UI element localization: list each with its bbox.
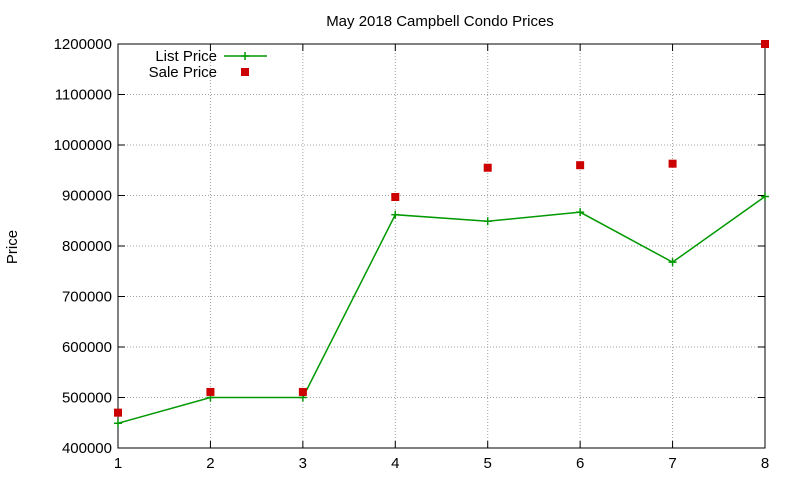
x-tick-label: 2 (206, 455, 214, 472)
y-tick-label: 1100000 (55, 87, 112, 104)
data-point (483, 163, 492, 172)
data-point (298, 387, 307, 396)
data-point (576, 208, 585, 217)
data-point (206, 387, 215, 396)
data-point (668, 258, 677, 267)
legend-label: Sale Price (149, 64, 217, 81)
series-layer (114, 40, 769, 428)
y-tick-label: 700000 (62, 289, 112, 306)
data-point (761, 192, 769, 201)
chart-title: May 2018 Campbell Condo Prices (326, 13, 554, 30)
legend-item: List Price (155, 48, 267, 65)
data-point (114, 419, 122, 428)
data-point (391, 210, 400, 219)
legend-marker (241, 52, 249, 60)
y-tick-label: 1200000 (54, 36, 112, 53)
y-axis-label: Price (4, 230, 21, 264)
axis-ticks: 1 2 3 4 5 6 7 8 400000 500000 600000 700000 800000 90… (54, 36, 770, 472)
data-point (114, 408, 122, 417)
y-tick-label: 800000 (62, 238, 112, 255)
y-tick-label: 1000000 (54, 137, 112, 154)
legend-item: Sale Price (149, 64, 249, 81)
x-tick-label: 7 (668, 455, 676, 472)
data-point (668, 159, 677, 168)
legend-marker (241, 68, 249, 76)
x-tick-label: 6 (576, 455, 584, 472)
x-tick-label: 1 (114, 455, 122, 472)
data-point (576, 161, 585, 170)
series-1 (114, 192, 769, 428)
x-tick-label: 8 (761, 455, 769, 472)
series-line (117, 195, 766, 424)
grid-lines (118, 44, 765, 448)
series-2 (114, 40, 769, 417)
y-tick-label: 900000 (62, 188, 112, 205)
x-tick-label: 4 (391, 455, 399, 472)
y-tick-label: 400000 (62, 440, 112, 457)
legend-label: List Price (155, 48, 217, 65)
data-point (391, 193, 400, 202)
x-tick-label: 3 (299, 455, 307, 472)
y-tick-label: 600000 (62, 339, 112, 356)
data-point (483, 217, 492, 226)
y-tick-label: 500000 (62, 390, 112, 407)
plot-frame (117, 43, 766, 449)
data-point (761, 40, 769, 48)
x-tick-label: 5 (484, 455, 492, 472)
